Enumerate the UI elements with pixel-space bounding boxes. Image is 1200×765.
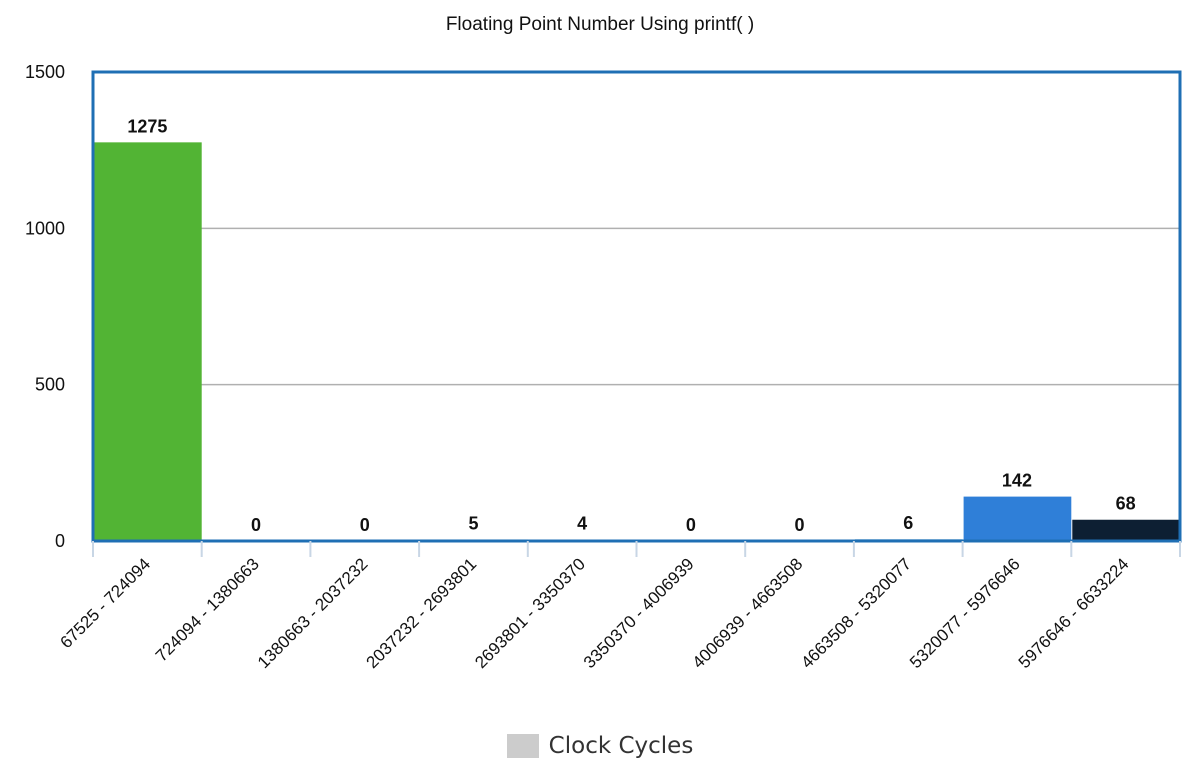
x-tick-label: 5976646 - 6633224 [1015,554,1133,672]
data-label: 6 [903,513,913,533]
x-tick-label: 3350370 - 4006939 [580,554,698,672]
data-label: 0 [251,515,261,535]
x-tick-label: 67525 - 724094 [57,554,155,652]
data-label: 5 [468,513,478,533]
y-tick-label: 1000 [25,218,65,238]
bar [963,496,1072,541]
x-tick-label: 724094 - 1380663 [152,554,263,665]
bar [94,142,202,541]
data-label: 0 [795,515,805,535]
y-tick-label: 500 [35,375,65,395]
bar [1072,519,1180,541]
x-tick-label: 4006939 - 4663508 [689,554,807,672]
y-tick-label: 0 [55,531,65,551]
x-tick-label: 1380663 - 2037232 [254,554,372,672]
data-label: 4 [577,514,587,534]
x-tick-label: 2037232 - 2693801 [363,554,481,672]
data-label: 0 [686,515,696,535]
data-label: 0 [360,515,370,535]
data-label: 1275 [127,116,167,136]
data-label: 68 [1116,494,1136,514]
chart-title: Floating Point Number Using printf( ) [445,14,755,35]
x-tick-label: 4663508 - 5320077 [797,554,915,672]
y-tick-label: 1500 [25,62,65,82]
x-tick-label: 2693801 - 3350370 [471,554,589,672]
legend: Clock Cycles [0,733,1200,759]
legend-swatch [506,734,539,758]
x-tick-label: 5320077 - 5976646 [906,554,1024,672]
legend-label: Clock Cycles [548,733,694,759]
data-label: 142 [1002,471,1032,491]
